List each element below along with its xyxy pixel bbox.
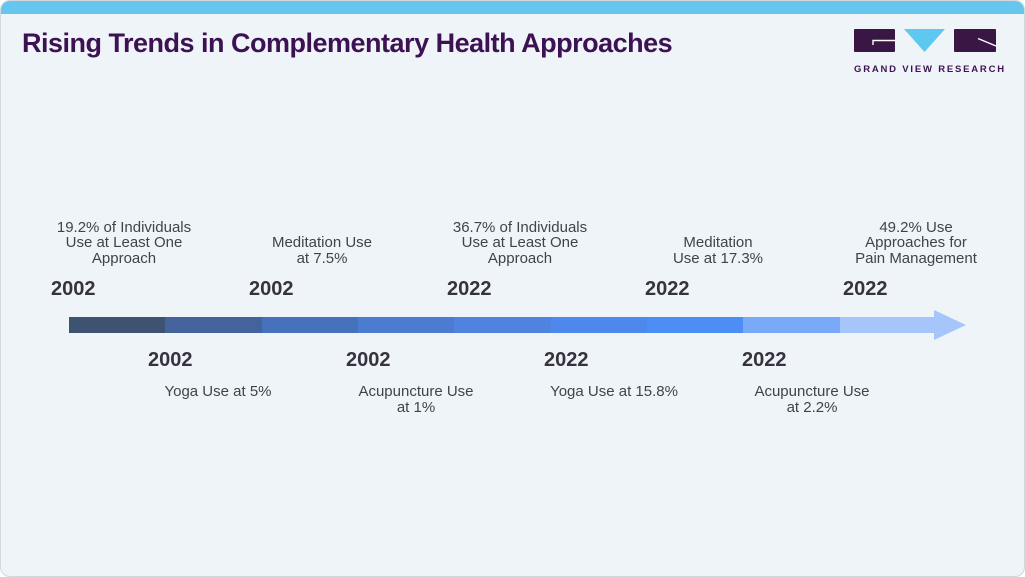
timeline-event-top-4: Meditation Use at 17.3% 2022 (633, 211, 803, 301)
event-year: 2022 (544, 349, 589, 371)
arrow-segment (646, 317, 744, 333)
timeline-event-bottom-4: 2022 Acupuncture Use at 2.2% (732, 349, 892, 415)
timeline-event-top-5: 49.2% Use Approaches for Pain Management… (831, 211, 1001, 301)
event-description: Yoga Use at 5% (164, 383, 272, 400)
event-year: 2022 (742, 349, 787, 371)
gvr-logo-text: GRAND VIEW RESEARCH (854, 64, 1006, 75)
arrowhead-icon (934, 310, 966, 340)
arrow-segment (165, 317, 262, 333)
event-description: Yoga Use at 15.8% (550, 383, 678, 400)
event-description: 19.2% of Individuals Use at Least One Ap… (56, 218, 192, 267)
event-description: Meditation Use at 17.3% (672, 234, 764, 267)
timeline-arrow-bar (69, 317, 936, 333)
event-description: Acupuncture Use at 1% (358, 383, 474, 416)
accent-bar (1, 1, 1024, 14)
event-year: 2022 (843, 278, 888, 300)
arrow-segment (357, 317, 455, 333)
arrow-segment (743, 317, 840, 333)
arrow-segment (261, 317, 358, 333)
event-description: 36.7% of Individuals Use at Least One Ap… (452, 218, 588, 267)
arrow-segment (454, 317, 551, 333)
event-description: 49.2% Use Approaches for Pain Management (855, 218, 977, 267)
timeline-event-top-2: Meditation Use at 7.5% 2002 (237, 211, 407, 301)
event-description: Acupuncture Use at 2.2% (754, 383, 870, 416)
event-year: 2002 (51, 278, 96, 300)
arrow-segment (550, 317, 647, 333)
page-title: Rising Trends in Complementary Health Ap… (22, 28, 673, 58)
arrow-segment (69, 317, 166, 333)
event-description: Meditation Use at 7.5% (271, 234, 373, 267)
timeline-event-top-1: 19.2% of Individuals Use at Least One Ap… (39, 211, 209, 301)
arrow-segment (839, 317, 936, 333)
timeline-event-bottom-2: 2002 Acupuncture Use at 1% (336, 349, 496, 415)
timeline-event-bottom-3: 2022 Yoga Use at 15.8% (534, 349, 694, 400)
event-year: 2002 (148, 349, 193, 371)
timeline-event-bottom-1: 2002 Yoga Use at 5% (138, 349, 298, 400)
event-year: 2022 (645, 278, 690, 300)
event-year: 2002 (346, 349, 391, 371)
timeline-event-top-3: 36.7% of Individuals Use at Least One Ap… (435, 211, 605, 301)
event-year: 2002 (249, 278, 294, 300)
gvr-logo: GRAND VIEW RESEARCH (854, 29, 1006, 75)
gvr-logo-icon (854, 29, 997, 52)
event-year: 2022 (447, 278, 492, 300)
